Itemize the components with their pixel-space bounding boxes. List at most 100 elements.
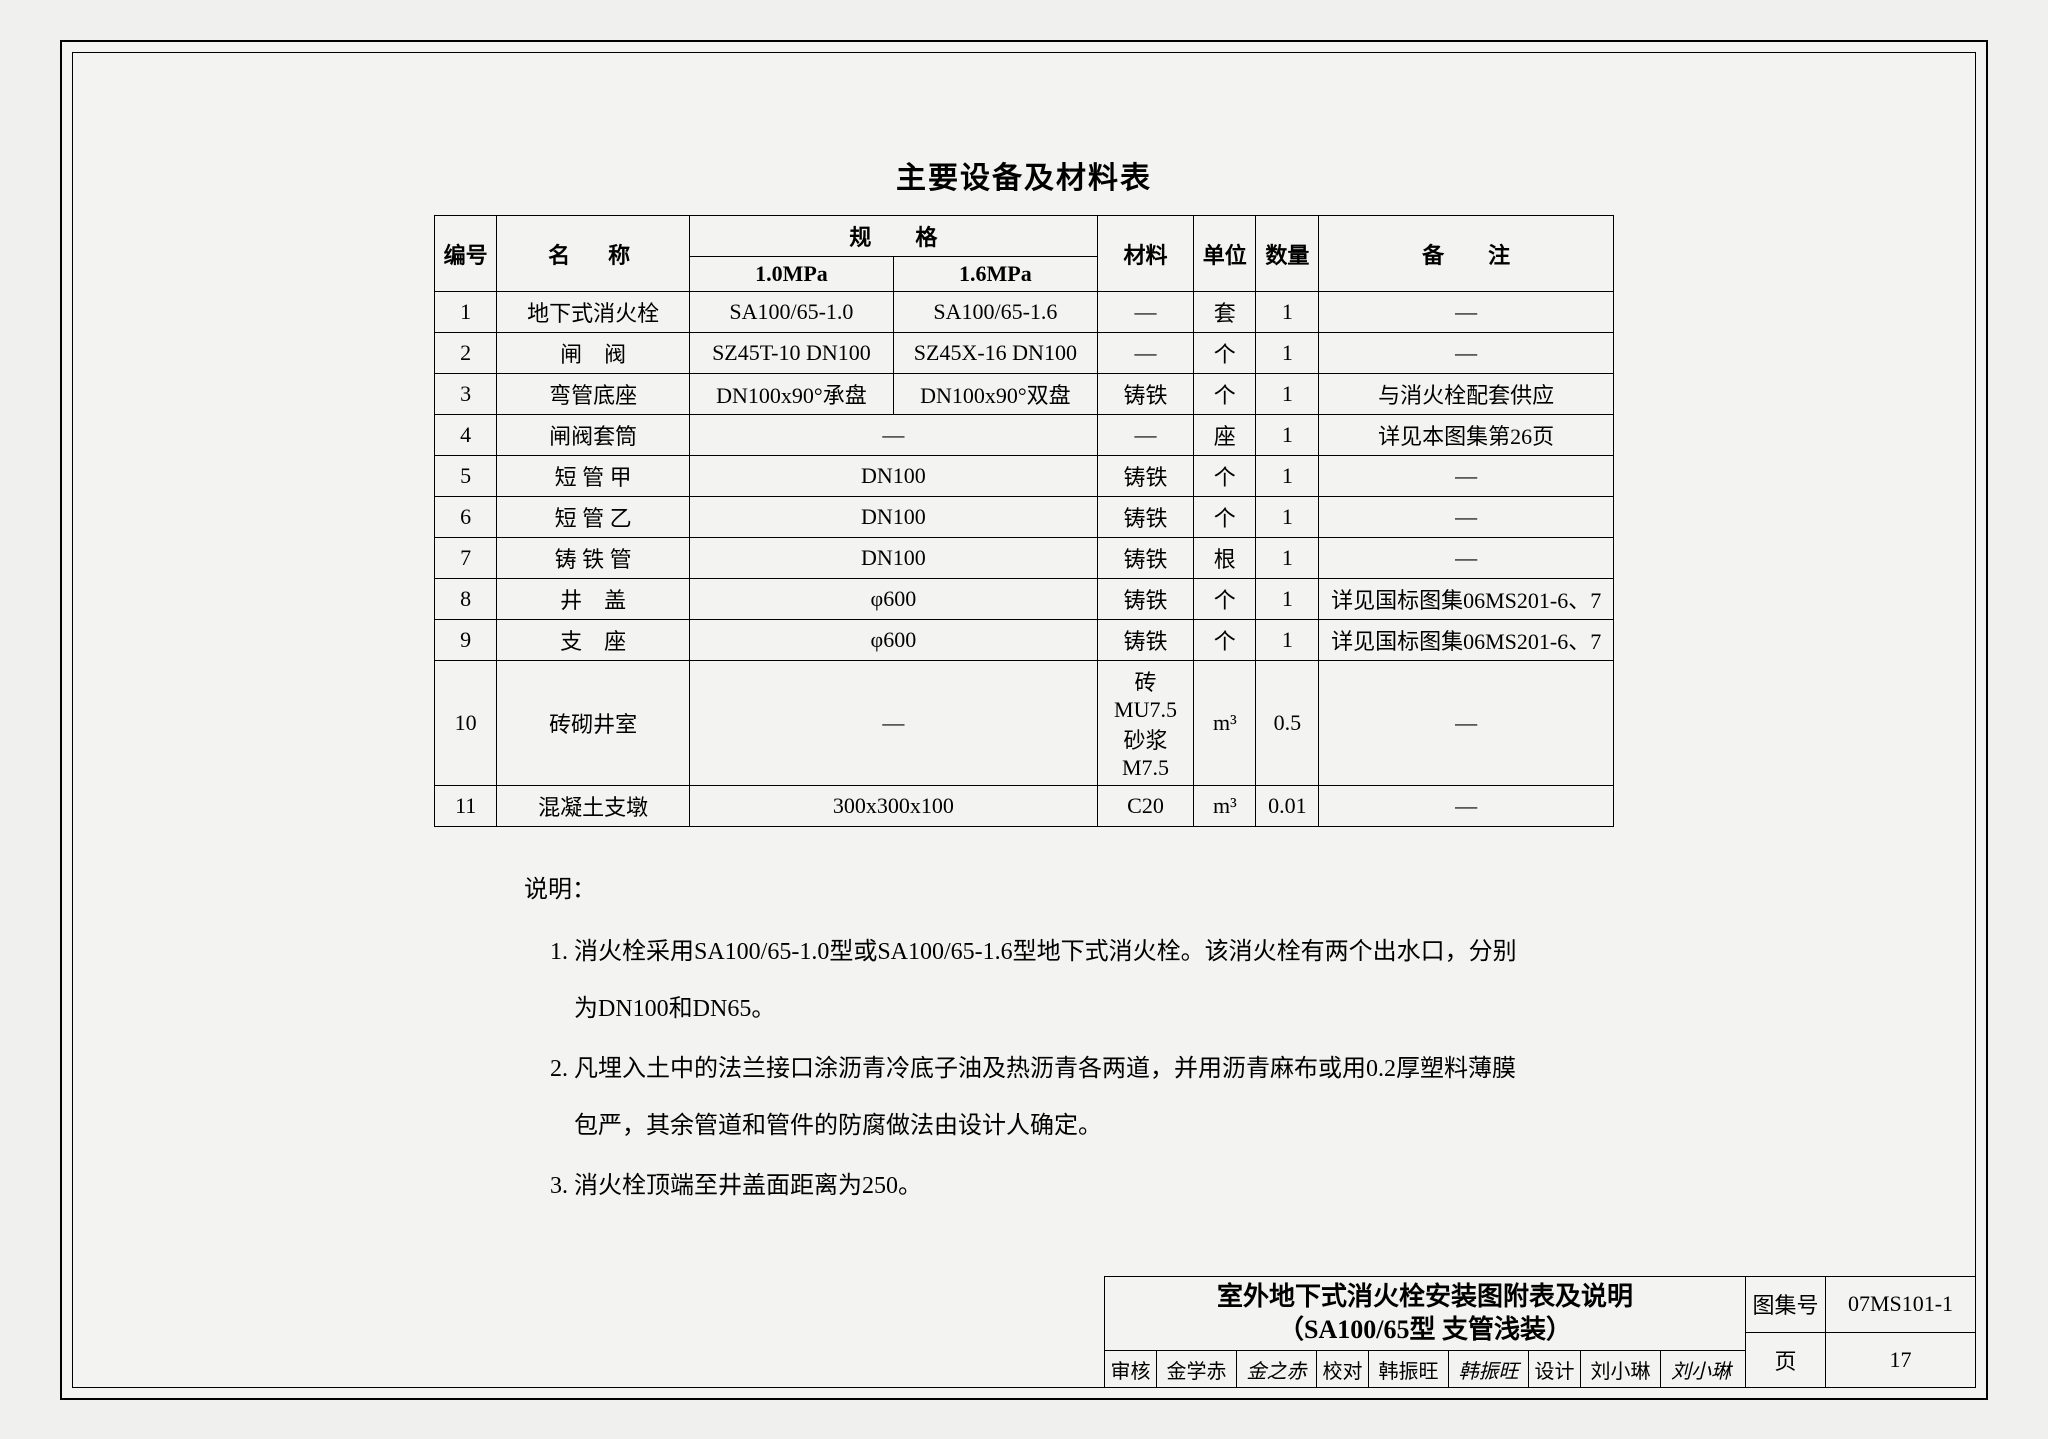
cell-no: 9 (435, 620, 497, 661)
cell-material: — (1097, 333, 1193, 374)
cell-unit: 个 (1194, 497, 1256, 538)
note-item: 凡埋入土中的法兰接口涂沥青冷底子油及热沥青各两道，并用沥青麻布或用0.2厚塑料薄… (574, 1041, 1524, 1156)
header-note: 备 注 (1319, 216, 1614, 292)
inner-frame: 主要设备及材料表 编号 名 称 规 格 材料 单位 数量 备 注 1.0MPa (72, 52, 1976, 1388)
page-frame: 主要设备及材料表 编号 名 称 规 格 材料 单位 数量 备 注 1.0MPa (60, 40, 1988, 1400)
cell-spec: DN100 (689, 497, 1097, 538)
cell-spec-b: DN100x90°双盘 (893, 374, 1097, 415)
cell-note: — (1319, 786, 1614, 827)
cell-qty: 1 (1256, 333, 1319, 374)
cell-no: 2 (435, 333, 497, 374)
cell-qty: 1 (1256, 579, 1319, 620)
set-number-label: 图集号 (1746, 1277, 1826, 1332)
header-qty: 数量 (1256, 216, 1319, 292)
cell-no: 10 (435, 661, 497, 786)
cell-note: — (1319, 333, 1614, 374)
cell-qty: 1 (1256, 497, 1319, 538)
cell-spec: φ600 (689, 620, 1097, 661)
cell-name: 支 座 (497, 620, 690, 661)
table-row: 6短 管 乙DN100铸铁个1— (435, 497, 1614, 538)
cell-spec-b: SA100/65-1.6 (893, 292, 1097, 333)
header-material: 材料 (1097, 216, 1193, 292)
cell-material: 铸铁 (1097, 538, 1193, 579)
cell-unit: 个 (1194, 374, 1256, 415)
cell-material: — (1097, 415, 1193, 456)
approval-row: 审核 金学赤 金之赤 校对 韩振旺 韩振旺 设计 刘小琳 刘小琳 (1105, 1351, 1745, 1387)
design-name: 刘小琳 (1581, 1351, 1661, 1387)
cell-name: 砖砌井室 (497, 661, 690, 786)
cell-name: 短 管 甲 (497, 456, 690, 497)
cell-spec-b: SZ45X-16 DN100 (893, 333, 1097, 374)
cell-note: 与消火栓配套供应 (1319, 374, 1614, 415)
cell-no: 5 (435, 456, 497, 497)
cell-no: 11 (435, 786, 497, 827)
cell-note: — (1319, 456, 1614, 497)
cell-note: 详见国标图集06MS201-6、7 (1319, 620, 1614, 661)
cell-unit: 座 (1194, 415, 1256, 456)
title-block: 室外地下式消火栓安装图附表及说明 （SA100/65型 支管浅装） 审核 金学赤… (1104, 1276, 1975, 1387)
header-unit: 单位 (1194, 216, 1256, 292)
table-row: 2闸 阀SZ45T-10 DN100SZ45X-16 DN100—个1— (435, 333, 1614, 374)
cell-spec: 300x300x100 (689, 786, 1097, 827)
review-name: 金学赤 (1157, 1351, 1237, 1387)
material-table: 编号 名 称 规 格 材料 单位 数量 备 注 1.0MPa 1.6MPa 1地… (434, 215, 1614, 827)
note-item: 消火栓采用SA100/65-1.0型或SA100/65-1.6型地下式消火栓。该… (574, 924, 1524, 1039)
table-row: 11混凝土支墩300x300x100C20m³0.01— (435, 786, 1614, 827)
cell-spec: φ600 (689, 579, 1097, 620)
cell-no: 8 (435, 579, 497, 620)
table-title: 主要设备及材料表 (113, 153, 1935, 197)
cell-name: 铸 铁 管 (497, 538, 690, 579)
cell-unit: 个 (1194, 456, 1256, 497)
cell-unit: 个 (1194, 579, 1256, 620)
cell-unit: 个 (1194, 620, 1256, 661)
page-number-value: 17 (1826, 1333, 1975, 1388)
cell-material: 铸铁 (1097, 456, 1193, 497)
table-row: 9支 座φ600铸铁个1详见国标图集06MS201-6、7 (435, 620, 1614, 661)
cell-material: 铸铁 (1097, 497, 1193, 538)
table-body: 1地下式消火栓SA100/65-1.0SA100/65-1.6—套1—2闸 阀S… (435, 292, 1614, 827)
set-number-row: 图集号 07MS101-1 (1746, 1277, 1975, 1333)
cell-unit: 套 (1194, 292, 1256, 333)
cell-name: 闸 阀 (497, 333, 690, 374)
cell-no: 7 (435, 538, 497, 579)
cell-name: 弯管底座 (497, 374, 690, 415)
cell-name: 井 盖 (497, 579, 690, 620)
cell-material: 铸铁 (1097, 620, 1193, 661)
page-label: 页 (1746, 1333, 1826, 1388)
check-label: 校对 (1317, 1351, 1369, 1387)
cell-qty: 0.01 (1256, 786, 1319, 827)
notes-section: 说明： 消火栓采用SA100/65-1.0型或SA100/65-1.6型地下式消… (524, 862, 1524, 1216)
review-signature: 金之赤 (1237, 1351, 1317, 1387)
header-spec-b: 1.6MPa (893, 257, 1097, 292)
header-spec-a: 1.0MPa (689, 257, 893, 292)
cell-unit: 个 (1194, 333, 1256, 374)
cell-name: 短 管 乙 (497, 497, 690, 538)
cell-note: — (1319, 538, 1614, 579)
cell-material: C20 (1097, 786, 1193, 827)
cell-material: 砖MU7.5砂浆M7.5 (1097, 661, 1193, 786)
check-signature: 韩振旺 (1449, 1351, 1529, 1387)
cell-qty: 0.5 (1256, 661, 1319, 786)
table-row: 1地下式消火栓SA100/65-1.0SA100/65-1.6—套1— (435, 292, 1614, 333)
cell-name: 混凝土支墩 (497, 786, 690, 827)
design-signature: 刘小琳 (1661, 1351, 1741, 1387)
notes-label: 说明： (524, 862, 1524, 920)
cell-note: — (1319, 497, 1614, 538)
cell-material: 铸铁 (1097, 374, 1193, 415)
cell-unit: m³ (1194, 661, 1256, 786)
review-label: 审核 (1105, 1351, 1157, 1387)
cell-spec: — (689, 661, 1097, 786)
cell-note: 详见国标图集06MS201-6、7 (1319, 579, 1614, 620)
cell-spec-a: SA100/65-1.0 (689, 292, 893, 333)
table-row: 3弯管底座DN100x90°承盘DN100x90°双盘铸铁个1与消火栓配套供应 (435, 374, 1614, 415)
set-number-value: 07MS101-1 (1826, 1277, 1975, 1332)
drawing-title: 室外地下式消火栓安装图附表及说明 （SA100/65型 支管浅装） (1105, 1277, 1745, 1351)
cell-spec: — (689, 415, 1097, 456)
cell-qty: 1 (1256, 538, 1319, 579)
header-spec: 规 格 (689, 216, 1097, 257)
titleblock-main: 室外地下式消火栓安装图附表及说明 （SA100/65型 支管浅装） 审核 金学赤… (1105, 1277, 1745, 1387)
cell-qty: 1 (1256, 374, 1319, 415)
note-item: 消火栓顶端至井盖面距离为250。 (574, 1158, 1524, 1216)
cell-qty: 1 (1256, 292, 1319, 333)
cell-unit: 根 (1194, 538, 1256, 579)
